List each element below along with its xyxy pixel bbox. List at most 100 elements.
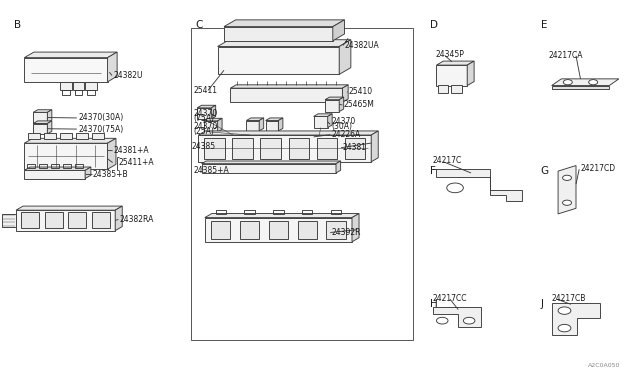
Text: 24381: 24381	[342, 143, 367, 152]
Polygon shape	[85, 167, 91, 179]
Bar	[326, 221, 346, 239]
Circle shape	[563, 200, 572, 205]
Text: 24217CD: 24217CD	[580, 164, 616, 173]
Polygon shape	[115, 206, 122, 231]
Polygon shape	[552, 86, 609, 89]
Polygon shape	[314, 116, 328, 128]
Polygon shape	[230, 85, 348, 88]
Polygon shape	[552, 303, 600, 335]
Polygon shape	[218, 40, 351, 46]
Text: 24217CB: 24217CB	[552, 294, 586, 303]
Bar	[44, 133, 56, 139]
Text: (25A): (25A)	[193, 127, 214, 136]
Polygon shape	[24, 143, 108, 169]
Polygon shape	[246, 118, 264, 121]
Bar	[451, 85, 461, 93]
Text: (30A): (30A)	[332, 122, 353, 131]
Bar	[345, 138, 365, 159]
Text: (75A): (75A)	[193, 114, 214, 123]
Bar	[87, 90, 95, 95]
Bar	[331, 210, 341, 214]
Polygon shape	[333, 20, 344, 41]
Polygon shape	[47, 110, 52, 123]
Text: D: D	[430, 20, 438, 31]
Bar	[438, 85, 448, 93]
Polygon shape	[224, 20, 344, 27]
Bar	[74, 90, 83, 95]
Circle shape	[447, 183, 463, 193]
Circle shape	[563, 80, 572, 85]
Bar	[28, 133, 40, 139]
Polygon shape	[24, 58, 108, 82]
Polygon shape	[47, 121, 52, 134]
Polygon shape	[224, 27, 333, 41]
Bar	[244, 210, 255, 214]
Text: C: C	[195, 20, 203, 31]
Polygon shape	[33, 110, 52, 112]
Polygon shape	[467, 61, 474, 86]
Bar	[2, 214, 16, 227]
Polygon shape	[259, 118, 264, 131]
Polygon shape	[325, 100, 339, 112]
Text: 24217CA: 24217CA	[548, 51, 583, 60]
Bar	[260, 138, 281, 159]
Bar	[289, 138, 309, 159]
Text: A2C0A050: A2C0A050	[588, 363, 621, 368]
Polygon shape	[552, 79, 619, 86]
Bar	[240, 221, 259, 239]
Circle shape	[463, 317, 475, 324]
Polygon shape	[266, 121, 278, 131]
Bar	[51, 164, 59, 167]
Circle shape	[558, 324, 571, 332]
Bar	[298, 221, 317, 239]
Polygon shape	[558, 166, 576, 214]
Circle shape	[558, 307, 571, 314]
Polygon shape	[230, 88, 342, 102]
Polygon shape	[24, 138, 116, 143]
Text: 25465M: 25465M	[344, 100, 374, 109]
Polygon shape	[218, 46, 339, 74]
Polygon shape	[433, 307, 481, 327]
Text: B: B	[14, 20, 21, 31]
Text: F: F	[430, 166, 436, 176]
Polygon shape	[339, 97, 344, 112]
Bar	[68, 212, 86, 228]
Bar	[269, 221, 288, 239]
Bar	[204, 138, 225, 159]
Bar	[211, 221, 230, 239]
Bar	[62, 90, 70, 95]
Bar	[45, 212, 63, 228]
Polygon shape	[198, 131, 378, 135]
Bar	[232, 138, 253, 159]
Polygon shape	[24, 52, 117, 58]
Text: 24385+B: 24385+B	[93, 170, 129, 179]
Polygon shape	[33, 124, 47, 134]
Text: E: E	[541, 20, 547, 31]
Polygon shape	[205, 214, 359, 218]
Text: 24382UA: 24382UA	[344, 41, 379, 50]
Polygon shape	[246, 121, 259, 131]
Bar	[60, 133, 72, 139]
Text: 24226A: 24226A	[332, 130, 361, 139]
Text: H: H	[430, 299, 438, 310]
Bar	[73, 82, 84, 90]
Text: 24370: 24370	[332, 117, 356, 126]
Polygon shape	[33, 112, 47, 123]
Bar	[27, 164, 35, 167]
Circle shape	[563, 175, 572, 180]
Text: 25411+A: 25411+A	[118, 158, 154, 167]
Polygon shape	[24, 170, 85, 179]
Polygon shape	[197, 105, 216, 108]
Bar	[92, 133, 104, 139]
Polygon shape	[202, 164, 336, 173]
Polygon shape	[218, 118, 222, 132]
Polygon shape	[16, 210, 115, 231]
Bar	[216, 210, 226, 214]
Bar	[63, 164, 70, 167]
Text: 24370(30A): 24370(30A)	[78, 113, 124, 122]
Text: 24382RA: 24382RA	[120, 215, 154, 224]
Text: 25410: 25410	[349, 87, 373, 96]
Text: 24382U: 24382U	[113, 71, 143, 80]
Polygon shape	[108, 52, 117, 82]
Bar	[60, 82, 72, 90]
